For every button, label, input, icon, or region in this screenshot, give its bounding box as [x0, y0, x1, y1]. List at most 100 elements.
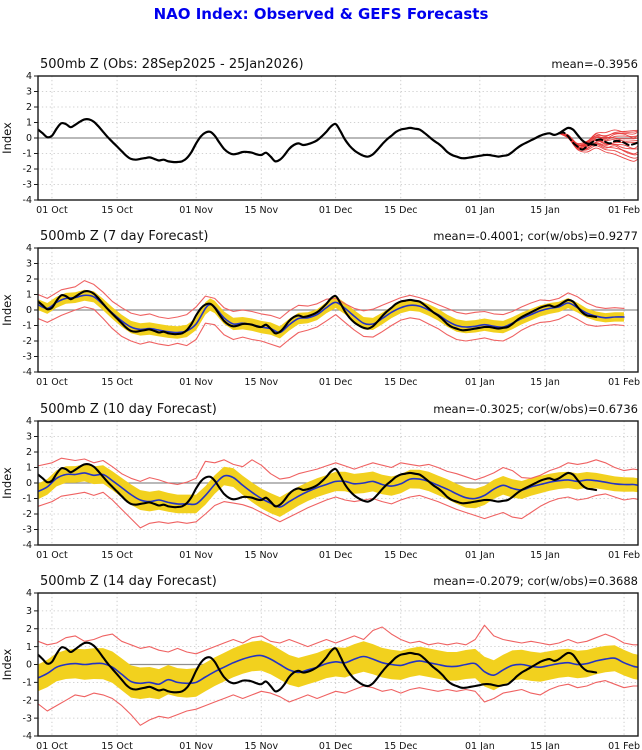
panel-14day-forecast-chart: 500mb Z (14 day Forecast) mean=-0.2079; c…: [0, 574, 640, 750]
x-tick-label: 01 Nov: [179, 377, 213, 388]
axis-labels: -4 -3 -2 -1 0 1 2 3 4 01 Oct 15 Oct 01 Nov 15 Nov 01 …: [0, 588, 640, 750]
x-tick-label: 01 Nov: [179, 205, 213, 216]
y-tick-label: -2: [23, 695, 32, 706]
panel-stats: mean=-0.3956: [551, 57, 638, 71]
y-tick-label: -4: [23, 367, 32, 378]
x-tick-label: 01 Jan: [465, 741, 495, 750]
y-tick-label: 3: [26, 87, 32, 98]
y-tick-label: 3: [26, 432, 32, 443]
y-tick-label: 1: [26, 118, 32, 129]
axis-labels: -4 -3 -2 -1 0 1 2 3 4 01 Oct 15 Oct 01 Nov 15 Nov 01 …: [0, 416, 640, 561]
panel-title: 500mb Z (10 day Forecast): [40, 402, 217, 417]
observed-line: [38, 463, 598, 509]
figure-title: NAO Index: Observed & GEFS Forecasts: [153, 5, 489, 23]
y-tick-label: 4: [26, 588, 32, 599]
y-tick-label: 0: [26, 133, 32, 144]
y-tick-label: -4: [23, 195, 32, 206]
x-tick-label: 15 Nov: [244, 205, 278, 216]
x-tick-label: 01 Jan: [465, 377, 495, 388]
x-tick-label: 01 Dec: [319, 205, 353, 216]
x-tick-label: 15 Jan: [530, 741, 560, 750]
x-tick-label: 01 Jan: [465, 550, 495, 561]
envelope-max-line: [38, 457, 638, 486]
grid: [38, 76, 638, 200]
y-tick-label: 2: [26, 447, 32, 458]
panel-title: 500mb Z (Obs: 28Sep2025 - 25Jan2026): [40, 57, 304, 72]
y-axis-title: Index: [0, 294, 14, 326]
y-tick-label: 2: [26, 274, 32, 285]
x-tick-label: 15 Dec: [384, 205, 418, 216]
y-tick-label: -4: [23, 731, 32, 742]
y-tick-label: -3: [23, 352, 32, 363]
y-tick-label: -2: [23, 509, 32, 520]
forecast-mean-line: [38, 294, 625, 334]
x-tick-label: 15 Nov: [244, 377, 278, 388]
envelope-min-line: [38, 306, 625, 348]
x-tick-label: 15 Nov: [244, 550, 278, 561]
y-tick-label: -1: [23, 149, 32, 160]
y-tick-label: -2: [23, 164, 32, 175]
x-tick-label: 15 Oct: [101, 741, 133, 750]
x-tick-label: 01 Feb: [608, 377, 640, 388]
axis-labels: -4 -3 -2 -1 0 1 2 3 4 01 Oct 15 Oct 01 Nov 15 Nov 01 …: [0, 71, 640, 216]
y-tick-label: 0: [26, 305, 32, 316]
y-tick-label: 2: [26, 102, 32, 113]
y-tick-label: -4: [23, 540, 32, 551]
y-tick-label: 0: [26, 660, 32, 671]
x-tick-label: 01 Oct: [36, 741, 68, 750]
y-tick-label: 1: [26, 463, 32, 474]
y-tick-label: 4: [26, 416, 32, 427]
y-axis-title: Index: [0, 648, 14, 680]
x-tick-label: 15 Dec: [384, 550, 418, 561]
x-tick-label: 01 Oct: [36, 377, 68, 388]
observed-line: [38, 118, 598, 164]
x-tick-label: 15 Nov: [244, 741, 278, 750]
axis-labels: -4 -3 -2 -1 0 1 2 3 4 01 Oct 15 Oct 01 Nov 15 Nov 01 …: [0, 243, 640, 388]
x-tick-label: 15 Oct: [101, 205, 133, 216]
x-tick-label: 01 Feb: [608, 741, 640, 750]
y-tick-label: -3: [23, 713, 32, 724]
x-tick-label: 01 Oct: [36, 205, 68, 216]
x-tick-label: 15 Jan: [530, 377, 560, 388]
x-tick-label: 15 Dec: [384, 741, 418, 750]
x-tick-label: 15 Oct: [101, 550, 133, 561]
y-tick-label: 0: [26, 478, 32, 489]
envelope-min-line: [38, 491, 638, 529]
x-tick-label: 01 Dec: [319, 550, 353, 561]
panel-stats: mean=-0.4001; cor(w/obs)=0.9277: [433, 229, 638, 243]
y-tick-label: -3: [23, 180, 32, 191]
y-tick-label: 4: [26, 243, 32, 254]
ensemble-mean-line: [557, 131, 638, 151]
y-tick-label: -1: [23, 321, 32, 332]
y-tick-label: 1: [26, 642, 32, 653]
y-tick-label: 4: [26, 71, 32, 82]
y-tick-label: -1: [23, 494, 32, 505]
x-tick-label: 01 Oct: [36, 550, 68, 561]
x-tick-label: 01 Feb: [608, 205, 640, 216]
y-tick-label: 3: [26, 606, 32, 617]
x-tick-label: 01 Feb: [608, 550, 640, 561]
x-tick-label: 01 Nov: [179, 550, 213, 561]
x-tick-label: 01 Jan: [465, 205, 495, 216]
y-axis-title: Index: [0, 467, 14, 499]
panel-7day-forecast-chart: 500mb Z (7 day Forecast) mean=-0.4001; co…: [0, 229, 640, 388]
envelope-max-line: [38, 280, 625, 320]
y-tick-label: -1: [23, 678, 32, 689]
envelope-min-line: [38, 680, 638, 726]
x-tick-label: 15 Jan: [530, 205, 560, 216]
panel-title: 500mb Z (14 day Forecast): [40, 574, 217, 589]
x-tick-label: 01 Dec: [319, 741, 353, 750]
forecast-mean-line: [38, 472, 638, 508]
y-tick-label: -2: [23, 336, 32, 347]
y-axis-title: Index: [0, 122, 14, 154]
panel-title: 500mb Z (7 day Forecast): [40, 229, 209, 244]
y-tick-label: -3: [23, 525, 32, 536]
panel-10day-forecast-chart: 500mb Z (10 day Forecast) mean=-0.3025; c…: [0, 402, 640, 561]
forecast-mean-line: [38, 654, 638, 686]
panel-observed-chart: 500mb Z (Obs: 28Sep2025 - 25Jan2026) mean…: [0, 57, 640, 216]
x-tick-label: 15 Oct: [101, 377, 133, 388]
x-tick-label: 01 Dec: [319, 377, 353, 388]
y-tick-label: 1: [26, 290, 32, 301]
x-tick-label: 15 Dec: [384, 377, 418, 388]
